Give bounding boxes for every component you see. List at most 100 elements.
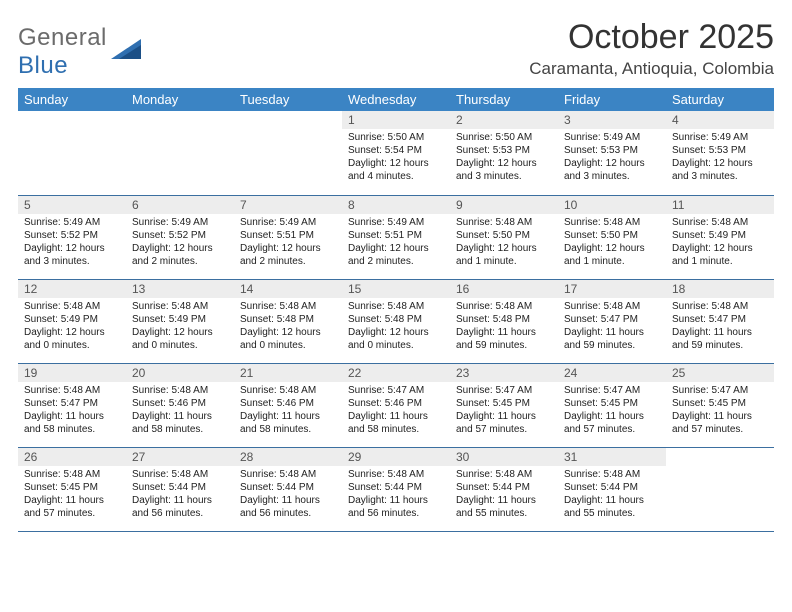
calendar-cell: 25Sunrise: 5:47 AMSunset: 5:45 PMDayligh… — [666, 363, 774, 447]
day-number: 24 — [558, 364, 666, 382]
day-body — [126, 127, 234, 133]
day-header: Monday — [126, 88, 234, 111]
brand-logo: General Blue — [18, 18, 145, 80]
day-body: Sunrise: 5:48 AMSunset: 5:44 PMDaylight:… — [234, 466, 342, 524]
calendar-cell: 21Sunrise: 5:48 AMSunset: 5:46 PMDayligh… — [234, 363, 342, 447]
calendar-row: 26Sunrise: 5:48 AMSunset: 5:45 PMDayligh… — [18, 447, 774, 531]
calendar-head: SundayMondayTuesdayWednesdayThursdayFrid… — [18, 88, 774, 111]
calendar-cell: 9Sunrise: 5:48 AMSunset: 5:50 PMDaylight… — [450, 195, 558, 279]
day-body: Sunrise: 5:48 AMSunset: 5:46 PMDaylight:… — [126, 382, 234, 440]
day-number: 29 — [342, 448, 450, 466]
day-body: Sunrise: 5:48 AMSunset: 5:44 PMDaylight:… — [450, 466, 558, 524]
day-number: 21 — [234, 364, 342, 382]
calendar-cell: 2Sunrise: 5:50 AMSunset: 5:53 PMDaylight… — [450, 111, 558, 195]
day-number: 11 — [666, 196, 774, 214]
day-number: 30 — [450, 448, 558, 466]
day-body: Sunrise: 5:50 AMSunset: 5:53 PMDaylight:… — [450, 129, 558, 187]
day-number: 6 — [126, 196, 234, 214]
day-body — [234, 127, 342, 133]
day-body: Sunrise: 5:48 AMSunset: 5:47 PMDaylight:… — [666, 298, 774, 356]
calendar-row: 5Sunrise: 5:49 AMSunset: 5:52 PMDaylight… — [18, 195, 774, 279]
day-body: Sunrise: 5:48 AMSunset: 5:48 PMDaylight:… — [342, 298, 450, 356]
calendar-row: 19Sunrise: 5:48 AMSunset: 5:47 PMDayligh… — [18, 363, 774, 447]
day-number: 14 — [234, 280, 342, 298]
calendar-cell: 15Sunrise: 5:48 AMSunset: 5:48 PMDayligh… — [342, 279, 450, 363]
day-body: Sunrise: 5:47 AMSunset: 5:45 PMDaylight:… — [558, 382, 666, 440]
day-body: Sunrise: 5:48 AMSunset: 5:45 PMDaylight:… — [18, 466, 126, 524]
day-body: Sunrise: 5:49 AMSunset: 5:51 PMDaylight:… — [342, 214, 450, 272]
day-body: Sunrise: 5:47 AMSunset: 5:46 PMDaylight:… — [342, 382, 450, 440]
day-number: 9 — [450, 196, 558, 214]
day-number: 15 — [342, 280, 450, 298]
day-number: 27 — [126, 448, 234, 466]
day-body: Sunrise: 5:48 AMSunset: 5:47 PMDaylight:… — [558, 298, 666, 356]
day-number: 22 — [342, 364, 450, 382]
day-number — [18, 111, 126, 127]
day-header: Saturday — [666, 88, 774, 111]
day-number: 16 — [450, 280, 558, 298]
day-header: Tuesday — [234, 88, 342, 111]
day-body: Sunrise: 5:48 AMSunset: 5:49 PMDaylight:… — [18, 298, 126, 356]
day-number: 25 — [666, 364, 774, 382]
calendar-cell: 31Sunrise: 5:48 AMSunset: 5:44 PMDayligh… — [558, 447, 666, 531]
calendar-cell — [126, 111, 234, 195]
calendar-cell: 30Sunrise: 5:48 AMSunset: 5:44 PMDayligh… — [450, 447, 558, 531]
day-number: 5 — [18, 196, 126, 214]
day-header: Wednesday — [342, 88, 450, 111]
day-number: 19 — [18, 364, 126, 382]
day-number — [234, 111, 342, 127]
day-body: Sunrise: 5:48 AMSunset: 5:44 PMDaylight:… — [126, 466, 234, 524]
calendar-cell: 1Sunrise: 5:50 AMSunset: 5:54 PMDaylight… — [342, 111, 450, 195]
day-header: Sunday — [18, 88, 126, 111]
day-body: Sunrise: 5:49 AMSunset: 5:51 PMDaylight:… — [234, 214, 342, 272]
calendar-cell: 17Sunrise: 5:48 AMSunset: 5:47 PMDayligh… — [558, 279, 666, 363]
day-number: 7 — [234, 196, 342, 214]
day-number: 12 — [18, 280, 126, 298]
calendar-cell: 14Sunrise: 5:48 AMSunset: 5:48 PMDayligh… — [234, 279, 342, 363]
day-number: 18 — [666, 280, 774, 298]
day-body — [666, 464, 774, 470]
calendar-cell: 29Sunrise: 5:48 AMSunset: 5:44 PMDayligh… — [342, 447, 450, 531]
day-number: 13 — [126, 280, 234, 298]
day-body: Sunrise: 5:48 AMSunset: 5:49 PMDaylight:… — [126, 298, 234, 356]
calendar-cell: 10Sunrise: 5:48 AMSunset: 5:50 PMDayligh… — [558, 195, 666, 279]
calendar-cell: 16Sunrise: 5:48 AMSunset: 5:48 PMDayligh… — [450, 279, 558, 363]
calendar-cell — [18, 111, 126, 195]
day-number: 20 — [126, 364, 234, 382]
calendar-cell: 28Sunrise: 5:48 AMSunset: 5:44 PMDayligh… — [234, 447, 342, 531]
day-number: 8 — [342, 196, 450, 214]
day-body: Sunrise: 5:49 AMSunset: 5:52 PMDaylight:… — [18, 214, 126, 272]
day-number — [126, 111, 234, 127]
day-number: 17 — [558, 280, 666, 298]
day-body: Sunrise: 5:49 AMSunset: 5:53 PMDaylight:… — [558, 129, 666, 187]
day-body: Sunrise: 5:48 AMSunset: 5:49 PMDaylight:… — [666, 214, 774, 272]
day-body: Sunrise: 5:48 AMSunset: 5:46 PMDaylight:… — [234, 382, 342, 440]
brand-text-2: Blue — [18, 52, 68, 79]
day-body: Sunrise: 5:49 AMSunset: 5:53 PMDaylight:… — [666, 129, 774, 187]
calendar-cell — [666, 447, 774, 531]
calendar-cell: 23Sunrise: 5:47 AMSunset: 5:45 PMDayligh… — [450, 363, 558, 447]
calendar-cell: 5Sunrise: 5:49 AMSunset: 5:52 PMDaylight… — [18, 195, 126, 279]
day-number: 31 — [558, 448, 666, 466]
day-body: Sunrise: 5:48 AMSunset: 5:48 PMDaylight:… — [234, 298, 342, 356]
calendar-cell: 12Sunrise: 5:48 AMSunset: 5:49 PMDayligh… — [18, 279, 126, 363]
calendar-cell: 18Sunrise: 5:48 AMSunset: 5:47 PMDayligh… — [666, 279, 774, 363]
calendar-table: SundayMondayTuesdayWednesdayThursdayFrid… — [18, 88, 774, 532]
calendar-cell: 24Sunrise: 5:47 AMSunset: 5:45 PMDayligh… — [558, 363, 666, 447]
day-body — [18, 127, 126, 133]
calendar-row: 12Sunrise: 5:48 AMSunset: 5:49 PMDayligh… — [18, 279, 774, 363]
month-title: October 2025 — [529, 18, 774, 57]
day-number: 28 — [234, 448, 342, 466]
day-header: Thursday — [450, 88, 558, 111]
brand-triangle-icon — [111, 35, 145, 66]
day-number: 26 — [18, 448, 126, 466]
title-block: October 2025 Caramanta, Antioquia, Colom… — [529, 18, 774, 79]
calendar-cell: 20Sunrise: 5:48 AMSunset: 5:46 PMDayligh… — [126, 363, 234, 447]
day-header: Friday — [558, 88, 666, 111]
calendar-cell: 7Sunrise: 5:49 AMSunset: 5:51 PMDaylight… — [234, 195, 342, 279]
day-body: Sunrise: 5:48 AMSunset: 5:47 PMDaylight:… — [18, 382, 126, 440]
brand-text-1: General — [18, 24, 107, 51]
calendar-cell: 11Sunrise: 5:48 AMSunset: 5:49 PMDayligh… — [666, 195, 774, 279]
calendar-body: 1Sunrise: 5:50 AMSunset: 5:54 PMDaylight… — [18, 111, 774, 531]
day-body: Sunrise: 5:50 AMSunset: 5:54 PMDaylight:… — [342, 129, 450, 187]
